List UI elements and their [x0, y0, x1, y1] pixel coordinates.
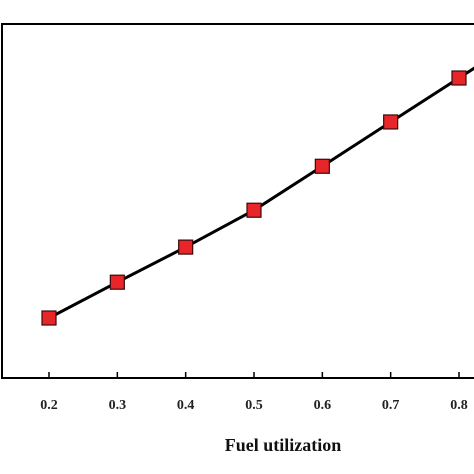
axes: [1, 23, 474, 379]
x-tick-label: 0.6: [314, 398, 332, 413]
series-line-group: [48, 66, 474, 320]
x-tick-label: 0.5: [245, 398, 263, 413]
data-point-marker: [314, 158, 330, 174]
x-tick-label: 0.8: [450, 398, 468, 413]
x-tick-label: 0.3: [109, 398, 127, 413]
data-markers: [41, 70, 467, 326]
x-axis-title: Fuel utilization: [225, 435, 342, 455]
x-axis-ticks: 0.2 0.3 0.4 0.5 0.6 0.7 0.8: [40, 372, 468, 413]
series-line: [48, 66, 474, 320]
data-point-marker: [246, 202, 262, 218]
data-point-marker: [109, 274, 125, 290]
data-point-marker: [451, 70, 467, 86]
data-point-marker: [383, 114, 399, 130]
x-tick-label: 0.7: [382, 398, 400, 413]
x-tick-label: 0.2: [40, 398, 58, 413]
x-tick-label: 0.4: [177, 398, 195, 413]
plot-frame: [1, 23, 474, 379]
data-point-marker: [41, 310, 57, 326]
data-point-marker: [178, 239, 194, 255]
